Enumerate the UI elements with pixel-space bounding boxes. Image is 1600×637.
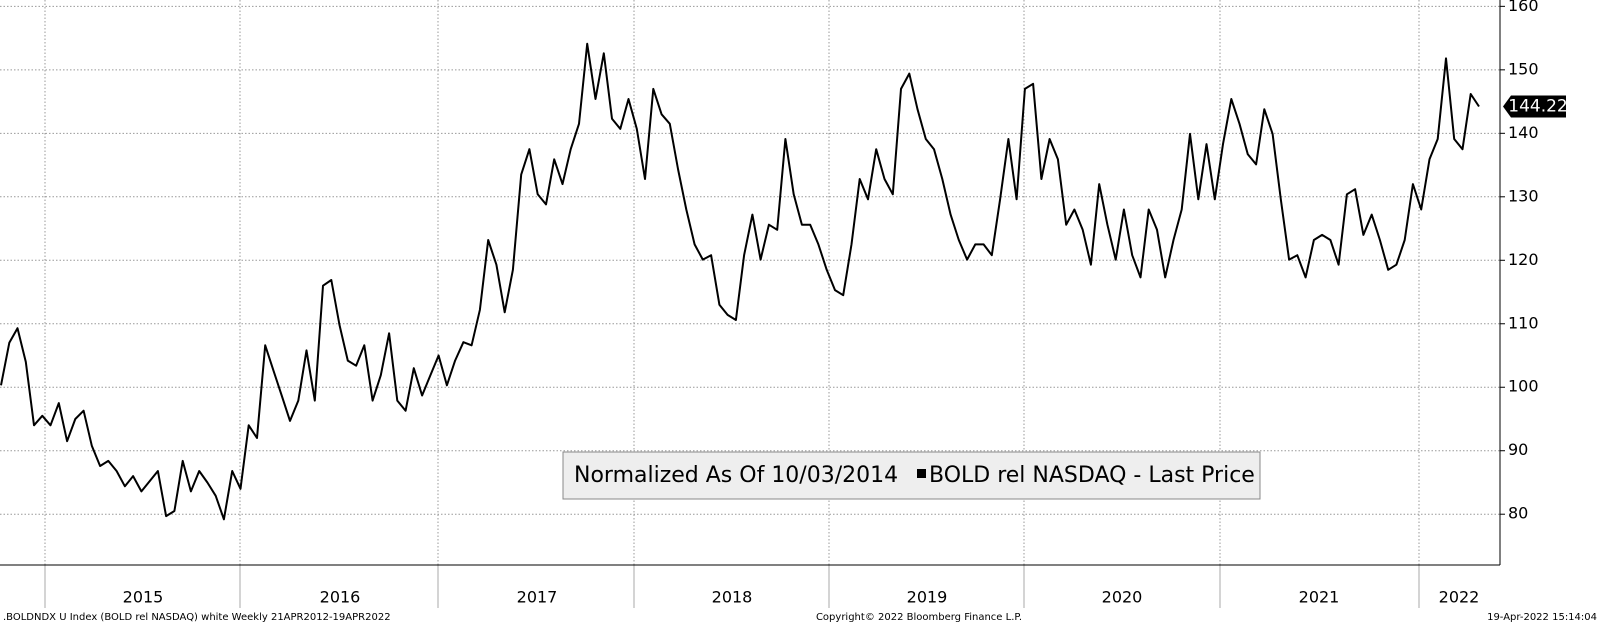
y-tick-label: 80: [1508, 504, 1528, 523]
last-price-label: 144.22: [1508, 97, 1567, 117]
footer-left: .BOLDNDX U Index (BOLD rel NASDAQ) white…: [3, 612, 391, 623]
x-tick-label: 2019: [907, 588, 948, 607]
y-tick-label: 160: [1508, 0, 1539, 15]
price-line: [0, 42, 1480, 521]
last-price-box: [1503, 95, 1566, 118]
y-tick-label: 100: [1508, 377, 1539, 396]
y-tick-label: 110: [1508, 313, 1539, 332]
x-tick-label: 2017: [517, 588, 558, 607]
x-tick-label: 2015: [123, 588, 164, 607]
y-tick-label: 130: [1508, 186, 1539, 205]
y-tick-label: 90: [1508, 440, 1528, 459]
footer-right: 19-Apr-2022 15:14:04: [1487, 612, 1597, 623]
x-tick-label: 2016: [320, 588, 361, 607]
x-tick-label: 2021: [1299, 588, 1340, 607]
x-tick-label: 2020: [1102, 588, 1143, 607]
legend-swatch: [917, 469, 926, 478]
annotation: Normalized As Of 10/03/2014: [574, 463, 898, 488]
x-tick-label: 2022: [1439, 588, 1480, 607]
footer-center: Copyright© 2022 Bloomberg Finance L.P.: [816, 612, 1022, 623]
legend-box: [562, 451, 1261, 500]
y-tick-label: 140: [1508, 123, 1539, 142]
x-tick-label: 2018: [712, 588, 753, 607]
y-tick-label: 120: [1508, 250, 1539, 269]
legend-label: BOLD rel NASDAQ - Last Price: [929, 463, 1255, 488]
y-tick-label: 150: [1508, 59, 1539, 78]
